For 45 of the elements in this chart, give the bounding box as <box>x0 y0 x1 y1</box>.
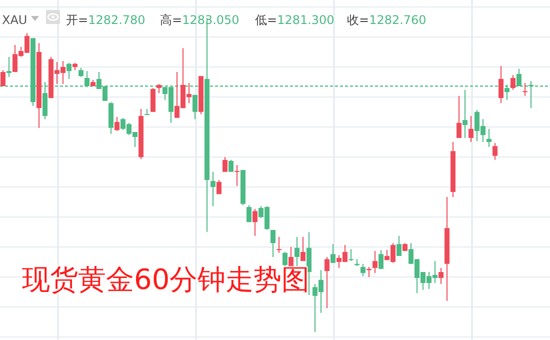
annotation: 低=1281.300 <box>255 13 334 27</box>
candlestick <box>372 250 378 274</box>
candlestick <box>84 70 90 88</box>
annotation: 收=1282.760 <box>347 13 426 27</box>
candlestick <box>468 115 474 143</box>
candlestick <box>504 84 510 100</box>
candlestick <box>210 171 216 207</box>
candlestick <box>438 267 444 284</box>
candlestick <box>294 236 300 268</box>
candlestick <box>246 204 252 223</box>
candlestick <box>234 164 240 186</box>
candlestick <box>282 251 288 268</box>
candlestick <box>150 88 156 112</box>
annotation: 开=1282.780 <box>66 13 146 27</box>
candlestick <box>78 67 84 78</box>
candlestick <box>0 70 6 87</box>
candlestick <box>228 159 234 172</box>
candlestick <box>516 68 522 87</box>
candlestick <box>6 56 12 78</box>
candlestick <box>66 62 72 80</box>
text: 现货黄金60分钟走势图 <box>22 263 310 296</box>
candlestick <box>360 263 366 277</box>
candlestick <box>462 89 468 138</box>
candlestick <box>216 180 222 195</box>
candlestick <box>270 229 276 258</box>
candlestick <box>42 82 48 120</box>
candlestick <box>510 74 516 90</box>
candlestick <box>156 83 162 94</box>
candlestick <box>522 82 528 96</box>
candlestick <box>486 128 492 148</box>
candlestick <box>492 142 498 160</box>
candlestick <box>222 156 228 172</box>
candlestick <box>192 94 198 120</box>
candlestick <box>276 236 282 254</box>
candlestick <box>396 235 402 257</box>
candlestick <box>114 116 120 132</box>
candlestick <box>300 236 306 262</box>
candlestick <box>378 250 384 270</box>
candlestick <box>252 208 258 236</box>
annotation: XAU <box>2 13 28 27</box>
candlestick <box>330 244 336 264</box>
candlestick <box>498 66 504 104</box>
candlestick <box>348 248 354 262</box>
candlestick <box>324 256 330 309</box>
candlestick <box>456 95 462 138</box>
